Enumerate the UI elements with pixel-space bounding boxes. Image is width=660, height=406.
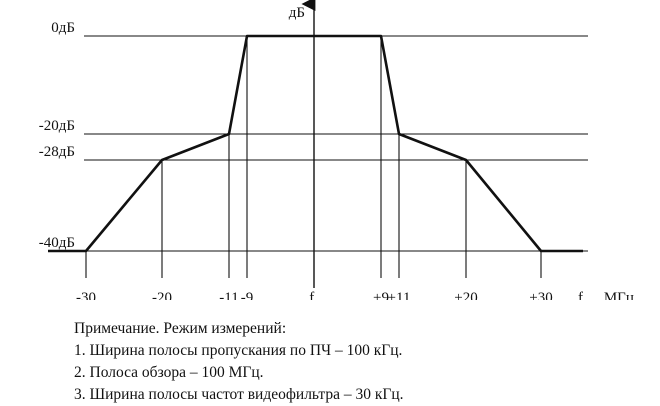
x-axis-label: fотн. МГц xyxy=(578,290,634,300)
vertical-grid xyxy=(85,36,542,278)
mask-line xyxy=(48,34,583,253)
y-tick-label: -28дБ xyxy=(39,144,75,160)
spectrum-mask-chart: дБ 0дБ -20дБ -28дБ -40дБ -30 -20 -11-9 fc +9+11… xyxy=(39,0,634,300)
y-tick-label: 0дБ xyxy=(51,20,75,36)
x-tick-label: -11 xyxy=(219,290,238,300)
note-item-2: 2. Полоса обзора – 100 МГц. xyxy=(74,364,264,381)
x-tick-label: +20 xyxy=(454,290,477,300)
note-item-1: 1. Ширина полосы пропускания по ПЧ – 100… xyxy=(74,342,403,359)
x-tick-label: +30 xyxy=(529,290,552,300)
y-tick-label: -20дБ xyxy=(39,118,75,134)
y-axis-label: дБ xyxy=(289,5,305,21)
y-tick-label: -40дБ xyxy=(39,235,75,251)
x-tick-label: +9 xyxy=(373,290,389,300)
x-tick-labels: -30 -20 -11-9 fc +9+11 +20 +30 xyxy=(76,290,553,300)
y-tick-labels: 0дБ -20дБ -28дБ -40дБ xyxy=(39,20,75,251)
x-tick-label: +11 xyxy=(388,290,411,300)
horizontal-grid xyxy=(84,35,588,252)
x-tick-label: -30 xyxy=(76,290,96,300)
x-tick-label: -9 xyxy=(241,290,254,300)
note-item-3: 3. Ширина полосы частот видеофильтра – 3… xyxy=(74,386,404,403)
x-tick-label: fc xyxy=(309,290,319,300)
notes-title: Примечание. Режим измерений: xyxy=(74,320,287,337)
x-tick-label: -20 xyxy=(152,290,172,300)
